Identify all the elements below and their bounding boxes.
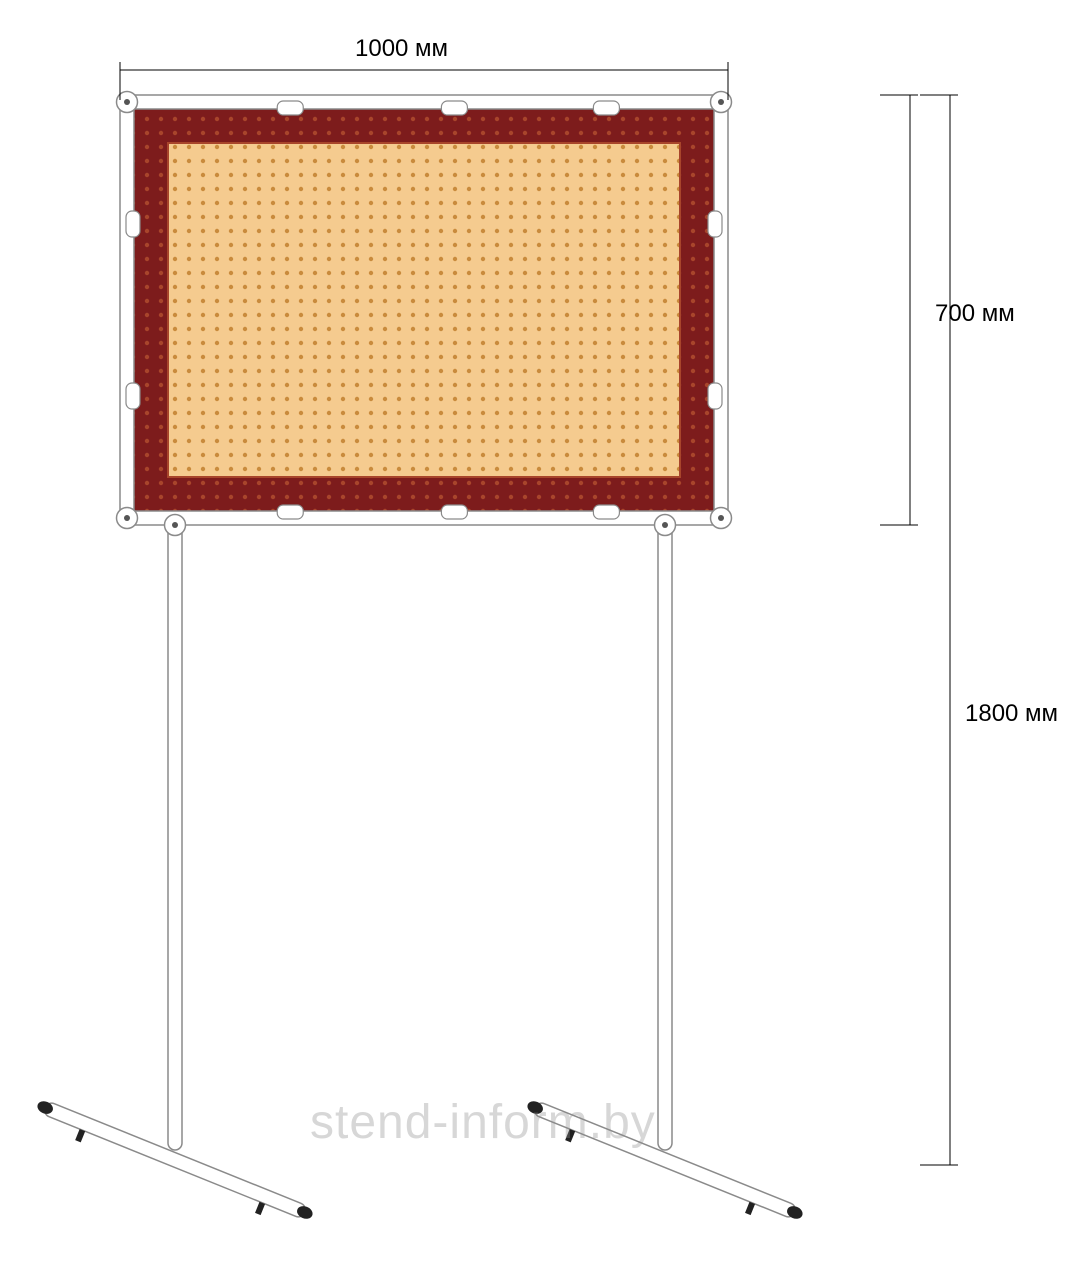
- diagram-svg: [0, 0, 1081, 1280]
- dimension-total-height-label: 1800 мм: [965, 700, 1058, 728]
- dimension-panel-height-label: 700 мм: [935, 300, 1015, 328]
- watermark-text: stend-inform.by: [310, 1095, 656, 1150]
- dimension-width-label: 1000 мм: [355, 35, 448, 63]
- diagram-canvas: 1000 мм 700 мм 1800 мм stend-inform.by: [0, 0, 1081, 1280]
